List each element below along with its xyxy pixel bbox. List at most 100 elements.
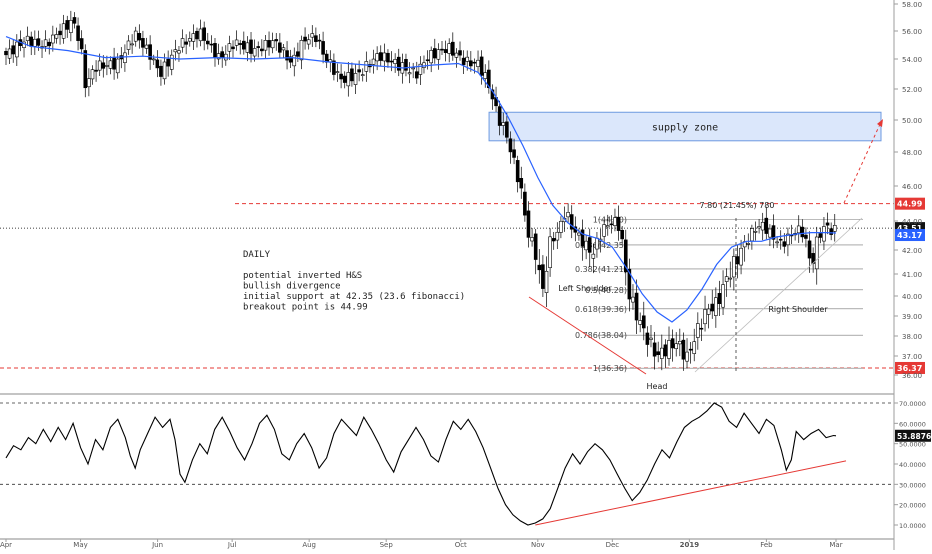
candle-body xyxy=(7,48,12,59)
candle-body xyxy=(425,59,430,62)
measure-label: 7.80 (21.45%) 780 xyxy=(700,201,775,210)
candle-body xyxy=(335,71,340,73)
candle-body xyxy=(306,39,311,45)
candle-body xyxy=(685,351,689,362)
candle-body xyxy=(483,72,488,79)
candle-body xyxy=(310,33,315,38)
candle-body xyxy=(548,236,552,268)
head-trendline xyxy=(528,296,647,375)
candle-body xyxy=(173,49,178,53)
candle-body xyxy=(595,237,599,250)
x-tick-label: Apr xyxy=(0,541,12,549)
osc-series-line xyxy=(5,402,837,526)
candle-body xyxy=(472,61,477,64)
candle-body xyxy=(559,220,563,233)
candle-body xyxy=(681,339,686,360)
candle-body xyxy=(814,236,819,270)
candle-body xyxy=(378,52,383,61)
candle-body xyxy=(786,233,790,246)
note-line: breakout point is 44.99 xyxy=(243,303,368,313)
supply-zone-layer: supply zone xyxy=(488,111,882,142)
x-tick-label: Mar xyxy=(829,541,842,549)
candle-body xyxy=(288,56,293,63)
candle-body xyxy=(209,43,214,46)
price-tick-label: 46.00 xyxy=(902,183,922,191)
candle-body xyxy=(364,61,369,72)
candle-body xyxy=(112,57,116,70)
fib-label: 1(44.10) xyxy=(593,215,627,224)
candle-body xyxy=(195,30,199,40)
x-tick-label: Jul xyxy=(227,541,237,549)
moving-average-layer xyxy=(5,36,837,323)
annotations-layer: 7.80 (21.45%) 780 Left Shoulder Head Right … xyxy=(243,119,883,391)
candle-body xyxy=(29,36,34,47)
candle-body xyxy=(775,241,779,244)
candle-body xyxy=(148,44,152,60)
candle-body xyxy=(580,229,585,247)
candle-body xyxy=(706,308,711,315)
candle-body xyxy=(260,48,264,52)
candle-body xyxy=(213,43,217,58)
note-line: bullish divergence xyxy=(243,282,341,292)
candle-body xyxy=(389,60,394,63)
candle-body xyxy=(782,241,787,247)
candle-body xyxy=(422,62,426,68)
candle-body xyxy=(321,41,325,55)
candle-body xyxy=(530,237,534,242)
candle-body xyxy=(76,25,80,41)
candle-body xyxy=(760,221,765,231)
candle-body xyxy=(447,43,452,54)
candle-body xyxy=(303,36,307,42)
candle-body xyxy=(605,225,610,228)
fib-label: 1(36.36) xyxy=(593,364,627,373)
level-label: 43.17 xyxy=(897,231,922,240)
candle-body xyxy=(87,78,91,88)
x-tick-label: Feb xyxy=(760,541,773,549)
candle-body xyxy=(778,238,783,241)
candle-body xyxy=(231,46,235,50)
candle-body xyxy=(245,42,250,53)
candle-body xyxy=(90,69,95,80)
candle-body xyxy=(613,217,617,226)
candle-body xyxy=(616,216,621,231)
price-tick-label: 39.00 xyxy=(902,313,922,321)
candles-layer xyxy=(4,10,837,371)
candle-body xyxy=(804,234,808,239)
osc-tick-label: 20.0000 xyxy=(899,502,926,510)
x-tick-label: May xyxy=(73,541,87,549)
candle-body xyxy=(224,53,228,61)
candle-body xyxy=(714,297,718,316)
price-tick-label: 42.00 xyxy=(902,247,922,255)
candle-body xyxy=(512,149,516,158)
candle-body xyxy=(242,40,246,50)
candle-body xyxy=(454,52,459,58)
candle-body xyxy=(15,41,19,58)
candle-body xyxy=(627,268,632,300)
candle-body xyxy=(631,296,635,303)
candle-body xyxy=(11,45,16,55)
candle-body xyxy=(274,39,279,42)
candle-body xyxy=(108,60,113,69)
candle-body xyxy=(508,138,513,153)
candle-body xyxy=(94,69,98,72)
candle-body xyxy=(386,52,390,63)
candle-body xyxy=(497,106,502,126)
candle-body xyxy=(382,52,387,62)
right-shoulder-label: Right Shoulder xyxy=(768,305,828,314)
candle-body xyxy=(692,341,697,354)
candle-body xyxy=(663,344,668,357)
candle-body xyxy=(187,38,192,42)
candle-body xyxy=(739,247,743,266)
candle-body xyxy=(414,71,419,79)
candle-body xyxy=(137,33,142,41)
candle-body xyxy=(54,34,59,39)
osc-trendline xyxy=(535,460,847,526)
candle-body xyxy=(757,226,761,229)
candle-body xyxy=(577,232,581,236)
candle-body xyxy=(721,284,725,308)
candle-body xyxy=(569,214,574,230)
price-tick-label: 44.00 xyxy=(902,218,922,226)
candle-body xyxy=(832,225,837,232)
candle-body xyxy=(169,54,174,70)
